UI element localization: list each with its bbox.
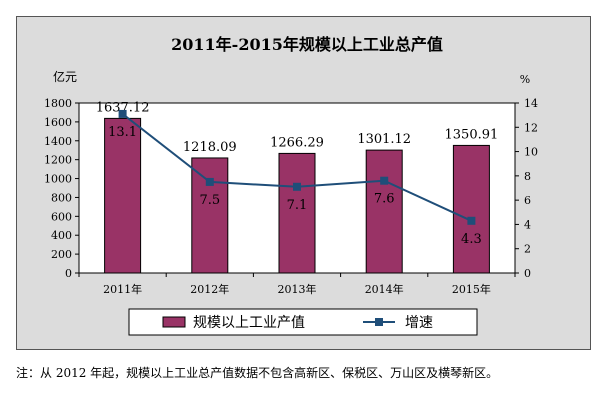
growth-data-label: 7.6 (374, 192, 395, 207)
left-tick-label: 1200 (44, 154, 72, 167)
bar (278, 152, 316, 274)
left-tick-label: 1800 (44, 97, 72, 110)
bar (452, 144, 490, 274)
bar-data-label: 1350.91 (445, 127, 499, 142)
legend-swatch-marker (375, 318, 383, 326)
x-tick-label: 2014年 (365, 282, 404, 296)
right-tick-label: 14 (524, 97, 538, 110)
bar (191, 157, 229, 274)
left-tick-label: 400 (51, 229, 72, 242)
right-axis-unit: % (520, 73, 530, 86)
legend (128, 308, 478, 336)
x-tick-label: 2011年 (103, 282, 142, 296)
growth-marker (118, 109, 127, 118)
right-tick-label: 0 (524, 267, 531, 280)
growth-data-label: 4.3 (461, 232, 482, 247)
left-axis-unit: 亿元 (53, 69, 77, 84)
right-tick-label: 12 (524, 121, 538, 134)
growth-marker (205, 177, 214, 186)
left-tick-label: 1600 (44, 116, 72, 129)
right-tick-label: 10 (524, 146, 538, 159)
x-tick-label: 2012年 (190, 282, 229, 296)
legend-label-bar: 规模以上工业产值 (193, 315, 305, 331)
growth-marker (467, 216, 476, 225)
right-tick-label: 2 (524, 243, 531, 256)
left-tick-label: 200 (51, 248, 72, 261)
bar-data-label: 1266.29 (270, 135, 324, 150)
x-tick-label: 2015年 (452, 282, 491, 296)
left-tick-label: 600 (51, 210, 72, 223)
left-tick-label: 0 (65, 267, 72, 280)
chart-title: 2011年-2015年规模以上工业总产值 (171, 35, 443, 54)
bar-data-label: 1218.09 (183, 140, 237, 155)
bar (365, 149, 403, 274)
growth-data-label: 7.1 (287, 198, 308, 213)
chart-frame: 2011年-2015年规模以上工业总产值亿元% 0 200 400 600 800 1000… (16, 16, 591, 350)
growth-marker (293, 182, 301, 191)
left-tick-label: 800 (51, 191, 72, 204)
growth-data-label: 7.5 (199, 193, 220, 208)
legend-label-line: 增速 (405, 315, 433, 331)
footnote: 注：从 2012 年起，规模以上工业总产值数据不包含高新区、保税区、万山区及横琴… (16, 366, 499, 380)
growth-marker (380, 176, 389, 185)
right-tick-label: 8 (524, 170, 531, 183)
right-tick-label: 6 (524, 194, 531, 207)
legend-swatch-bar (162, 316, 186, 328)
bar (104, 117, 142, 274)
x-tick-label: 2013年 (278, 282, 317, 296)
growth-data-label: 13.1 (108, 125, 137, 140)
bar-data-label: 1637.12 (96, 100, 150, 115)
left-tick-label: 1000 (44, 173, 72, 186)
right-tick-label: 4 (524, 218, 531, 231)
bar-data-label: 1301.12 (357, 132, 411, 147)
left-tick-label: 1400 (44, 135, 72, 148)
